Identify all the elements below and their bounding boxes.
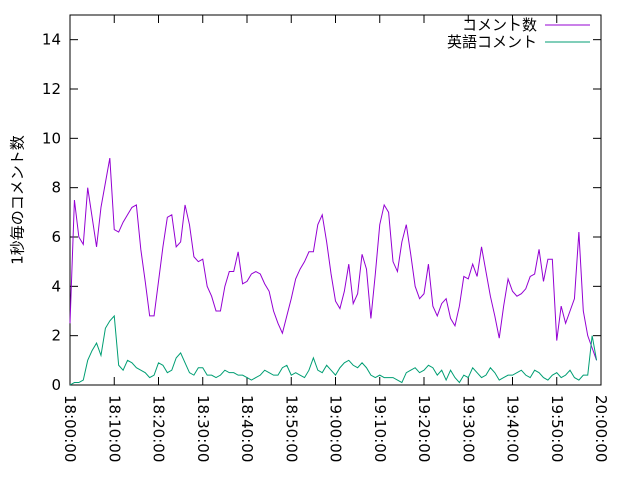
- y-tick-label: 6: [51, 228, 61, 246]
- plot-frame: [69, 14, 602, 386]
- x-tick-label: 20:00:00: [592, 395, 610, 462]
- x-tick-label: 19:20:00: [415, 395, 433, 462]
- y-tick-label: 12: [42, 80, 61, 98]
- x-tick-label: 19:30:00: [459, 395, 477, 462]
- y-tick-label: 2: [51, 327, 61, 345]
- x-tick-label: 19:50:00: [548, 395, 566, 462]
- series-line: [69, 314, 598, 386]
- x-tick-label: 18:30:00: [194, 395, 212, 462]
- series-line: [69, 157, 598, 361]
- legend-label: コメント数: [462, 16, 537, 34]
- y-axis-label: 1秒毎のコメント数: [9, 135, 27, 265]
- y-tick-label: 14: [42, 31, 61, 49]
- x-tick-label: 18:20:00: [150, 395, 168, 462]
- y-tick-label: 8: [51, 179, 61, 197]
- y-tick-label: 4: [51, 277, 61, 295]
- x-tick-label: 19:00:00: [327, 395, 345, 462]
- x-tick-label: 18:00:00: [61, 395, 79, 462]
- x-tick-label: 19:40:00: [504, 395, 522, 462]
- x-tick-label: 18:40:00: [238, 395, 256, 462]
- x-tick-label: 19:10:00: [371, 395, 389, 462]
- y-tick-label: 10: [42, 129, 61, 147]
- legend-label: 英語コメント: [447, 33, 537, 51]
- x-tick-label: 18:10:00: [105, 395, 123, 462]
- x-tick-label: 18:50:00: [282, 395, 300, 462]
- y-tick-label: 0: [51, 376, 61, 394]
